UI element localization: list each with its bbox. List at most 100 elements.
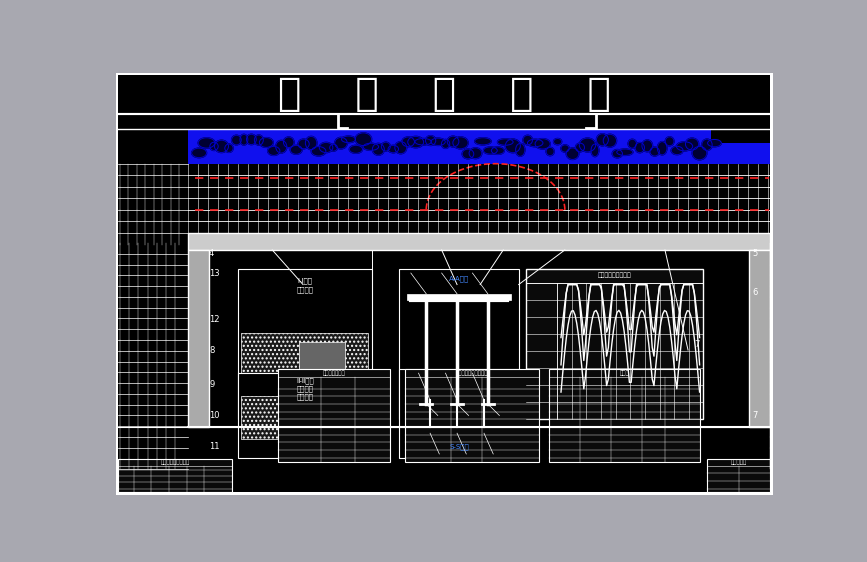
Ellipse shape [388,146,399,153]
Text: 采    煮    方    法    图: 采 煮 方 法 图 [277,75,610,114]
Ellipse shape [553,138,562,145]
Ellipse shape [426,135,436,146]
Ellipse shape [298,139,310,149]
Ellipse shape [381,142,390,151]
Bar [278,369,390,461]
Ellipse shape [498,139,513,145]
Text: 工作面循环作业组织图: 工作面循环作业组织图 [456,370,488,376]
Bar [405,369,539,461]
Text: 8: 8 [209,346,214,355]
Ellipse shape [210,142,218,151]
Bar [400,269,518,419]
Text: 运输机图: 运输机图 [297,393,314,400]
Ellipse shape [284,137,294,147]
Bar [711,143,771,164]
Ellipse shape [596,134,609,146]
Text: 10: 10 [209,411,219,420]
Text: 12: 12 [209,315,219,324]
Bar [299,342,345,404]
Bar [550,369,700,461]
Ellipse shape [462,149,473,159]
Bar [749,250,771,427]
Ellipse shape [431,138,446,146]
Ellipse shape [523,135,532,145]
Text: 9: 9 [209,380,214,389]
Ellipse shape [546,147,554,156]
Ellipse shape [657,142,667,155]
Bar [187,250,209,427]
Ellipse shape [372,143,384,155]
Ellipse shape [259,138,273,147]
Ellipse shape [484,147,498,154]
Ellipse shape [349,146,362,153]
Text: S-S剖面: S-S剖面 [449,443,469,450]
Text: 7: 7 [694,340,700,349]
Text: 11: 11 [209,442,219,451]
Ellipse shape [335,137,348,149]
Text: A-A剖面: A-A剖面 [449,275,469,282]
Ellipse shape [707,139,721,147]
Ellipse shape [268,146,280,156]
Ellipse shape [415,138,432,145]
Bar [407,294,511,300]
Ellipse shape [329,144,337,151]
Bar [187,233,771,250]
Bar [400,369,518,458]
Ellipse shape [402,137,414,147]
Bar [238,373,372,458]
Ellipse shape [441,139,450,148]
Bar [526,269,703,419]
Ellipse shape [516,143,525,156]
Bar [299,398,342,436]
Ellipse shape [254,135,264,145]
Ellipse shape [635,143,644,153]
Ellipse shape [231,135,241,145]
Text: 13: 13 [209,269,219,278]
Text: 采矿机图: 采矿机图 [297,385,314,392]
Ellipse shape [612,149,623,158]
Ellipse shape [692,146,707,160]
Ellipse shape [199,138,215,148]
Ellipse shape [355,133,372,146]
Ellipse shape [246,134,257,144]
Ellipse shape [535,139,551,149]
Ellipse shape [671,146,683,155]
Ellipse shape [579,138,596,152]
Bar [118,459,232,492]
Ellipse shape [591,144,599,157]
Text: 采煤方法图: 采煤方法图 [731,460,747,465]
Text: 工作面主要参数: 工作面主要参数 [323,370,346,376]
Bar [238,269,372,419]
Ellipse shape [505,139,520,153]
Ellipse shape [527,139,543,147]
Ellipse shape [363,143,379,151]
Text: Ⅰ-Ⅰ剖面: Ⅰ-Ⅰ剖面 [297,278,312,284]
Text: 工作面循环作业图表: 工作面循环作业图表 [598,273,632,278]
Text: 工程地质条件说明表: 工程地质条件说明表 [160,460,190,465]
Bar [241,333,368,415]
Ellipse shape [642,140,653,152]
Bar [707,459,771,492]
Ellipse shape [394,142,407,154]
Ellipse shape [603,134,616,147]
Ellipse shape [305,137,316,149]
Ellipse shape [686,138,699,150]
Ellipse shape [447,136,459,147]
Bar [414,427,503,433]
Ellipse shape [311,147,326,156]
Ellipse shape [214,140,229,152]
Ellipse shape [290,146,302,154]
Ellipse shape [475,138,491,145]
Ellipse shape [192,148,206,158]
Ellipse shape [342,136,355,143]
Ellipse shape [676,142,693,151]
Ellipse shape [701,139,712,151]
Text: 7: 7 [752,411,758,420]
Bar [118,75,771,114]
Text: 设备表: 设备表 [620,370,629,376]
Ellipse shape [650,147,660,156]
Ellipse shape [276,140,287,153]
Ellipse shape [469,148,482,158]
Bar [187,129,711,164]
Bar [118,164,187,233]
